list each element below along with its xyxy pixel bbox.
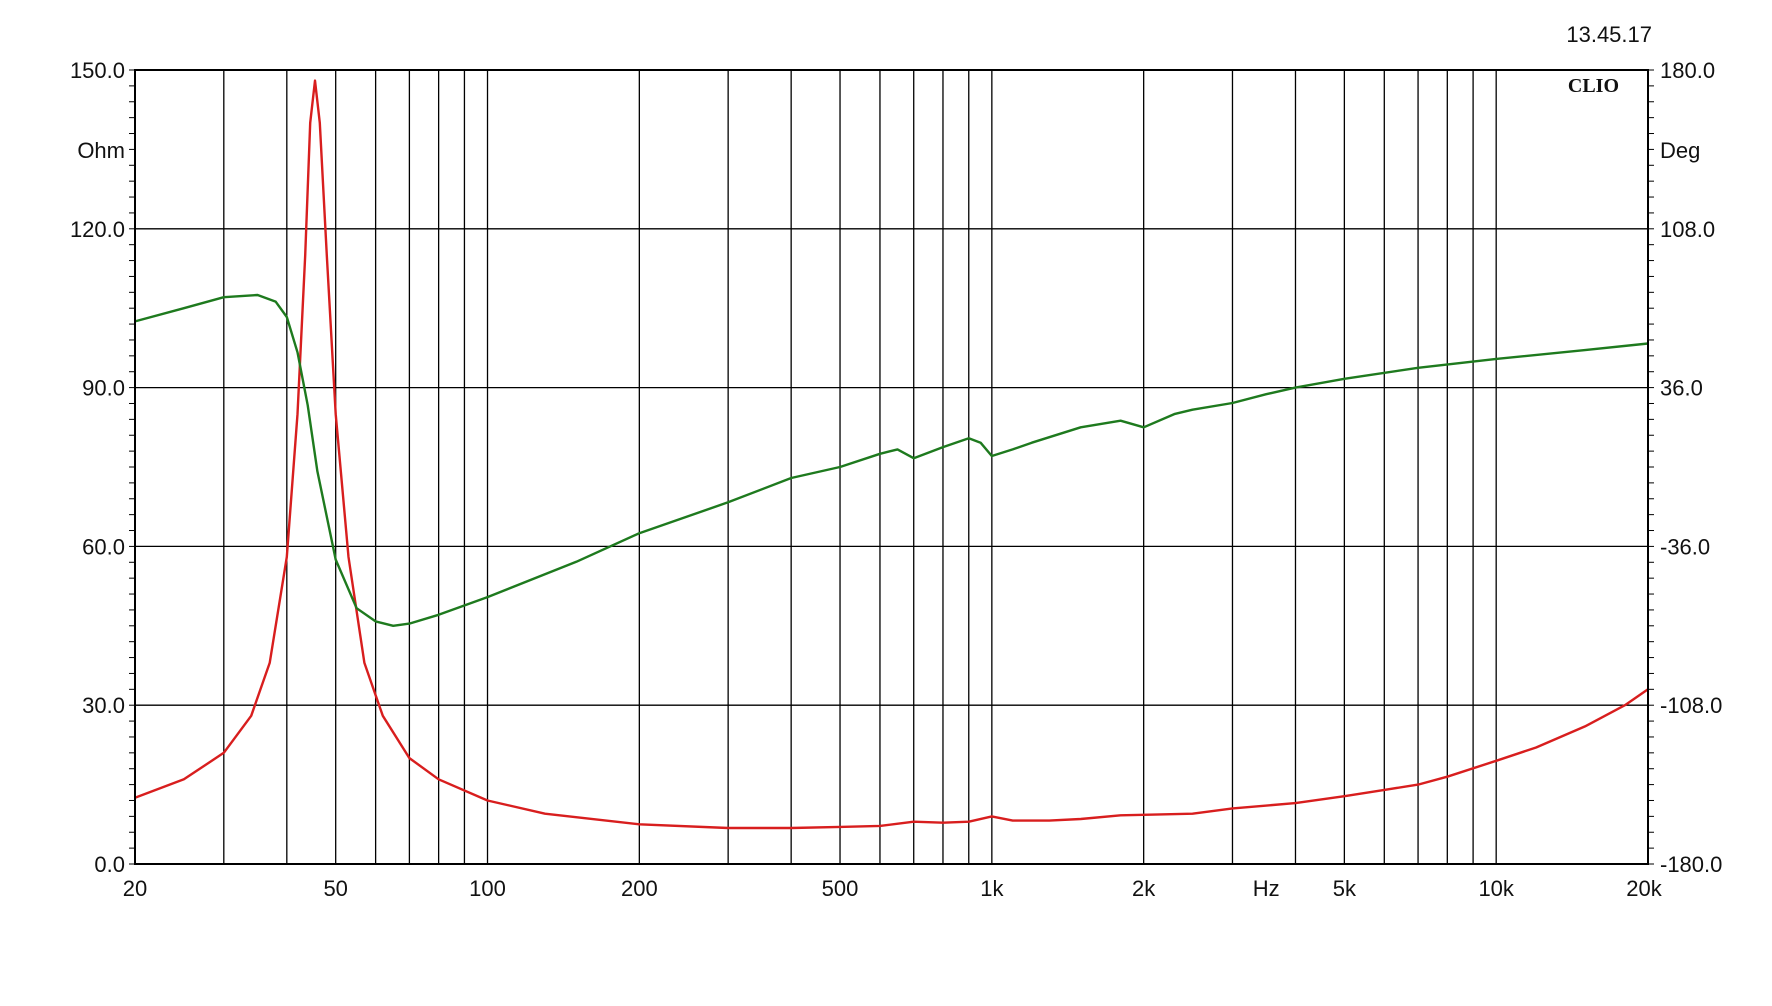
left-tick-label: 0.0 [94,852,125,877]
right-axis-unit: Deg [1660,138,1700,163]
impedance-curve [134,79,1649,830]
left-tick-label: 30.0 [82,693,125,718]
clio-logo-text: CLIO [1568,75,1619,97]
left-tick-label: 150.0 [70,58,125,83]
x-tick-label: 100 [469,876,506,901]
right-tick-label: -180.0 [1660,852,1722,877]
phase-curve [134,293,1649,627]
right-tick-label: 36.0 [1660,376,1703,401]
right-tick-label: 108.0 [1660,217,1715,242]
x-tick-label: 500 [822,876,859,901]
axis-layer: 0.0 30.0 60.0 90.0 120.0 150.0 -180.0 -108.0 -36… [70,58,1722,901]
x-tick-label: 2k [1132,876,1156,901]
left-tick-label: 120.0 [70,217,125,242]
x-tick-label: 50 [323,876,347,901]
x-tick-label: 5k [1333,876,1357,901]
x-axis-unit: Hz [1253,876,1280,901]
right-tick-label: -108.0 [1660,693,1722,718]
x-tick-label: 10k [1478,876,1514,901]
series-layer [134,79,1649,830]
x-tick-label: 200 [621,876,658,901]
timestamp-label: 13.45.17 [1566,22,1652,47]
grid-layer [135,69,1648,865]
right-tick-label: 180.0 [1660,58,1715,83]
x-tick-label: 1k [980,876,1004,901]
left-axis-unit: Ohm [77,138,125,163]
x-tick-label: 20 [123,876,147,901]
left-tick-label: 60.0 [82,534,125,559]
right-tick-label: -36.0 [1660,534,1710,559]
x-tick-label: 20k [1626,876,1662,901]
left-tick-label: 90.0 [82,376,125,401]
